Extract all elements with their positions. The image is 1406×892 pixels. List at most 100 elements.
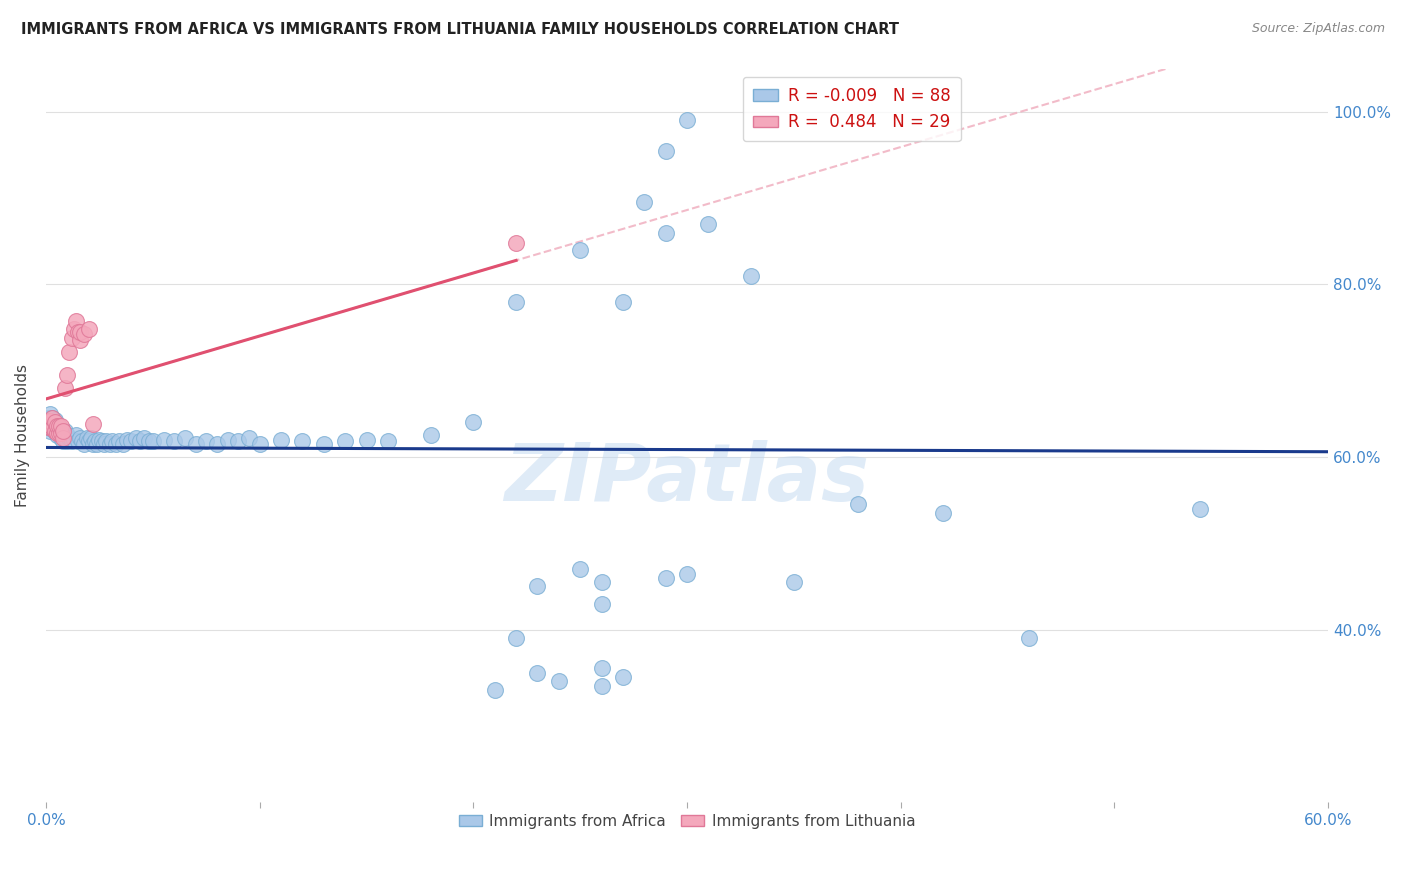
- Point: [612, 294, 634, 309]
- Point: [138, 434, 160, 449]
- Point: [41, 411, 63, 425]
- Point: [41, 419, 63, 434]
- Point: [73, 327, 96, 342]
- Legend: Immigrants from Africa, Immigrants from Lithuania: Immigrants from Africa, Immigrants from …: [453, 808, 921, 835]
- Point: [86, 437, 108, 451]
- Point: [105, 437, 128, 451]
- Point: [66, 325, 89, 339]
- Point: [377, 434, 399, 449]
- Point: [591, 679, 613, 693]
- Point: [37, 419, 59, 434]
- Point: [526, 665, 548, 680]
- Point: [846, 498, 869, 512]
- Point: [80, 431, 103, 445]
- Point: [49, 418, 72, 433]
- Point: [44, 413, 66, 427]
- Point: [60, 331, 83, 345]
- Point: [72, 434, 94, 449]
- Point: [654, 144, 676, 158]
- Point: [107, 434, 129, 449]
- Point: [41, 422, 63, 436]
- Point: [73, 437, 96, 451]
- Point: [37, 411, 59, 425]
- Point: [49, 424, 72, 438]
- Point: [547, 674, 569, 689]
- Point: [612, 670, 634, 684]
- Point: [53, 424, 76, 438]
- Point: [120, 434, 142, 449]
- Point: [60, 434, 83, 449]
- Point: [65, 313, 87, 327]
- Point: [65, 428, 87, 442]
- Point: [195, 434, 218, 449]
- Point: [184, 437, 207, 451]
- Point: [82, 417, 104, 432]
- Point: [591, 661, 613, 675]
- Point: [48, 418, 70, 433]
- Point: [89, 433, 111, 447]
- Text: ZIPatlas: ZIPatlas: [505, 441, 869, 518]
- Point: [740, 268, 762, 283]
- Point: [37, 416, 59, 430]
- Point: [48, 425, 70, 440]
- Point: [217, 433, 239, 447]
- Point: [93, 437, 115, 451]
- Point: [77, 434, 100, 449]
- Point: [52, 424, 75, 438]
- Point: [45, 417, 67, 432]
- Point: [569, 243, 592, 257]
- Point: [45, 428, 67, 442]
- Point: [82, 437, 104, 451]
- Point: [101, 434, 124, 449]
- Point: [48, 425, 70, 440]
- Point: [44, 424, 66, 438]
- Point: [84, 434, 107, 449]
- Point: [463, 416, 485, 430]
- Point: [44, 424, 66, 438]
- Point: [39, 411, 62, 425]
- Point: [41, 417, 63, 432]
- Point: [98, 437, 121, 451]
- Point: [591, 597, 613, 611]
- Point: [62, 433, 84, 447]
- Point: [129, 434, 152, 449]
- Point: [44, 416, 66, 430]
- Point: [505, 632, 527, 646]
- Text: IMMIGRANTS FROM AFRICA VS IMMIGRANTS FROM LITHUANIA FAMILY HOUSEHOLDS CORRELATIO: IMMIGRANTS FROM AFRICA VS IMMIGRANTS FRO…: [21, 22, 898, 37]
- Point: [1188, 501, 1211, 516]
- Point: [56, 368, 79, 382]
- Point: [76, 431, 98, 445]
- Point: [90, 434, 112, 449]
- Point: [505, 235, 527, 250]
- Point: [45, 418, 67, 433]
- Point: [52, 431, 75, 445]
- Point: [633, 195, 655, 210]
- Point: [52, 434, 75, 449]
- Point: [39, 424, 62, 438]
- Point: [69, 325, 91, 339]
- Point: [419, 428, 441, 442]
- Point: [41, 411, 63, 425]
- Point: [1018, 632, 1040, 646]
- Point: [45, 422, 67, 436]
- Point: [591, 575, 613, 590]
- Point: [270, 433, 292, 447]
- Point: [111, 437, 134, 451]
- Point: [932, 506, 955, 520]
- Point: [37, 419, 59, 434]
- Point: [37, 414, 59, 428]
- Point: [45, 425, 67, 440]
- Point: [52, 425, 75, 440]
- Point: [39, 419, 62, 434]
- Point: [205, 437, 228, 451]
- Point: [163, 434, 186, 449]
- Point: [356, 433, 378, 447]
- Point: [697, 217, 720, 231]
- Point: [39, 407, 62, 421]
- Point: [249, 437, 271, 451]
- Point: [53, 381, 76, 395]
- Point: [226, 434, 249, 449]
- Point: [49, 425, 72, 440]
- Point: [142, 434, 165, 449]
- Text: Source: ZipAtlas.com: Source: ZipAtlas.com: [1251, 22, 1385, 36]
